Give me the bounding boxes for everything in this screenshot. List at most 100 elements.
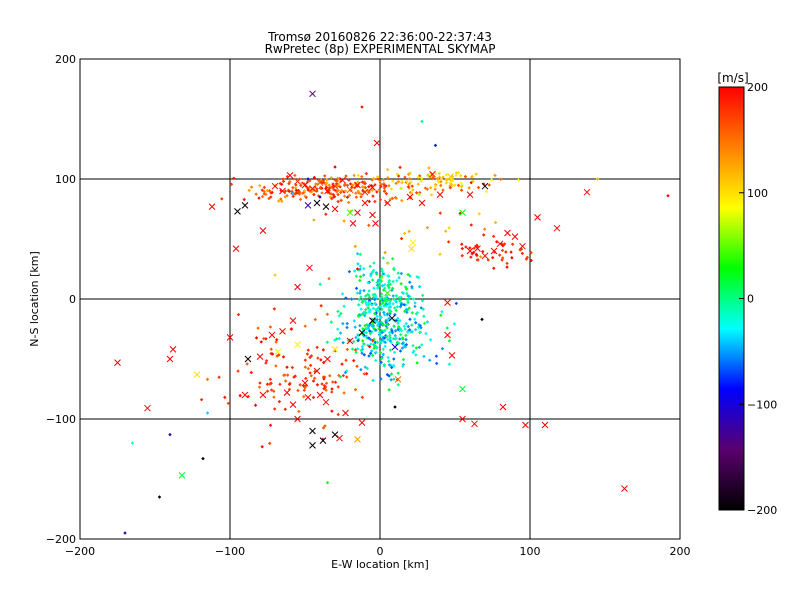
data-point-diamond	[390, 329, 394, 333]
data-point-diamond	[329, 175, 333, 180]
data-point-diamond	[395, 304, 400, 309]
data-point-diamond	[336, 188, 340, 193]
data-point-diamond	[363, 311, 368, 315]
data-point-diamond	[368, 331, 373, 336]
data-point-diamond	[268, 325, 273, 329]
data-point-diamond	[382, 310, 386, 315]
data-point-diamond	[366, 327, 371, 331]
data-point-diamond	[408, 171, 412, 176]
data-point-diamond	[414, 353, 418, 357]
data-point-cross	[342, 409, 349, 417]
data-point-cross	[447, 173, 454, 180]
data-point-diamond	[253, 403, 258, 408]
data-point-diamond	[380, 284, 385, 288]
y-tick-label: 200	[55, 53, 76, 66]
data-point-diamond	[406, 272, 410, 277]
data-point-diamond	[362, 266, 366, 271]
data-point-diamond	[405, 291, 409, 296]
data-point-diamond	[280, 199, 284, 204]
data-point-cross	[301, 379, 309, 387]
data-point-diamond	[367, 223, 371, 228]
data-point-diamond	[476, 185, 481, 190]
data-point-cross	[541, 421, 549, 429]
data-point-diamond	[378, 341, 383, 345]
data-point-diamond	[387, 305, 391, 310]
data-point-diamond	[510, 242, 515, 246]
data-point-diamond	[383, 250, 387, 255]
data-point-diamond	[368, 351, 373, 356]
data-point-diamond	[408, 280, 412, 284]
data-point-cross	[279, 328, 286, 335]
data-points	[114, 90, 670, 535]
data-point-diamond	[362, 181, 366, 186]
data-point-cross	[504, 229, 511, 237]
data-point-diamond	[348, 182, 353, 186]
data-point-diamond	[336, 199, 340, 204]
data-point-diamond	[324, 381, 329, 385]
data-point-diamond	[355, 251, 360, 256]
data-point-diamond	[467, 186, 471, 190]
data-point-cross	[208, 203, 216, 210]
data-point-diamond	[491, 234, 496, 239]
data-point-diamond	[257, 196, 261, 200]
data-point-diamond	[459, 188, 464, 192]
data-point-diamond	[339, 198, 343, 203]
data-point-cross	[309, 442, 316, 449]
data-point-diamond	[385, 261, 390, 265]
data-point-diamond	[283, 195, 287, 199]
data-point-diamond	[369, 272, 373, 276]
data-point-cross	[316, 179, 324, 186]
data-point-diamond	[433, 171, 438, 176]
data-point-diamond	[419, 306, 423, 310]
data-point-diamond	[265, 382, 270, 386]
data-point-diamond	[229, 182, 234, 187]
data-point-diamond	[327, 183, 332, 187]
data-point-diamond	[493, 220, 498, 225]
data-point-diamond	[417, 284, 422, 289]
data-point-diamond	[345, 375, 349, 379]
colorbar-tick-label: 0	[747, 293, 754, 306]
data-point-cross	[331, 431, 339, 438]
data-point-diamond	[359, 307, 363, 311]
data-point-diamond	[433, 143, 438, 148]
data-point-diamond	[510, 256, 514, 260]
data-point-diamond	[413, 317, 417, 321]
data-point-cross	[244, 355, 252, 363]
data-point-diamond	[293, 173, 297, 178]
data-point-cross	[459, 385, 466, 393]
data-point-diamond	[375, 323, 380, 328]
data-point-diamond	[388, 282, 393, 287]
data-point-diamond	[312, 376, 317, 380]
data-point-diamond	[480, 317, 484, 322]
data-point-diamond	[236, 369, 240, 373]
data-point-diamond	[330, 387, 334, 391]
data-point-diamond	[366, 280, 370, 285]
data-point-diamond	[387, 330, 392, 335]
data-point-cross	[496, 240, 504, 248]
data-point-diamond	[303, 365, 308, 369]
data-point-diamond	[168, 432, 172, 437]
data-point-diamond	[379, 304, 383, 309]
data-point-diamond	[505, 261, 509, 266]
data-point-diamond	[275, 337, 279, 342]
data-point-diamond	[367, 199, 372, 204]
data-point-diamond	[330, 409, 334, 413]
data-point-diamond	[356, 302, 361, 307]
data-point-diamond	[371, 176, 376, 181]
data-point-diamond	[285, 373, 290, 377]
data-point-diamond	[417, 345, 422, 350]
data-point-diamond	[436, 180, 441, 184]
data-point-diamond	[378, 181, 383, 186]
data-point-diamond	[413, 301, 417, 305]
data-point-diamond	[385, 167, 390, 172]
data-point-diamond	[371, 295, 376, 300]
data-point-diamond	[329, 320, 334, 324]
data-point-diamond	[260, 445, 264, 449]
data-point-diamond	[396, 271, 400, 275]
data-point-diamond	[303, 324, 307, 328]
data-point-diamond	[471, 250, 476, 255]
data-point-diamond	[400, 346, 405, 350]
data-point-diamond	[312, 192, 316, 197]
data-point-diamond	[362, 372, 367, 376]
data-point-diamond	[358, 267, 362, 271]
